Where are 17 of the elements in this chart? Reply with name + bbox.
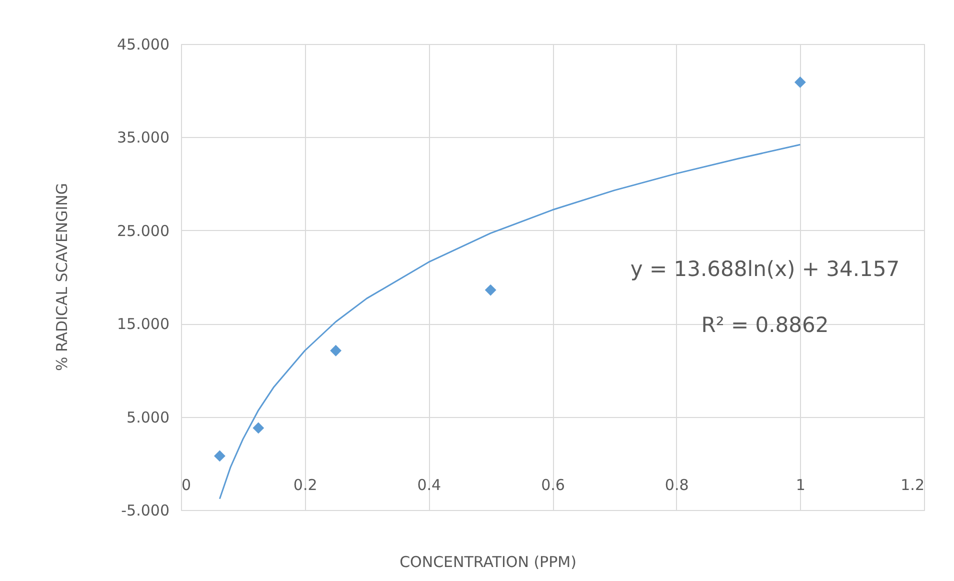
x-tick-label: 0	[182, 476, 192, 494]
y-tick-label: 45.000	[117, 36, 170, 54]
x-tick-label: 1.2	[900, 476, 924, 494]
x-tick-label: 0.2	[293, 476, 318, 494]
y-tick-label: -5.000	[121, 502, 170, 520]
x-tick-label: 1	[796, 476, 806, 494]
annotation: R² = 0.8862	[701, 313, 829, 337]
x-tick-label: 0.6	[541, 476, 565, 494]
x-axis-title: CONCENTRATION (PPM)	[400, 553, 576, 571]
y-axis-title: % RADICAL SCAVENGING	[53, 182, 71, 372]
y-tick-label: 35.000	[117, 128, 170, 147]
y-tick-label: 25.000	[117, 222, 170, 240]
y-tick-label: 15.000	[117, 315, 170, 334]
y-tick-label: 5.000	[126, 408, 170, 426]
x-tick-label: 0.4	[417, 476, 442, 494]
x-tick-label: 0.8	[664, 476, 689, 494]
annotation: y = 13.688ln(x) + 34.157	[630, 257, 900, 281]
